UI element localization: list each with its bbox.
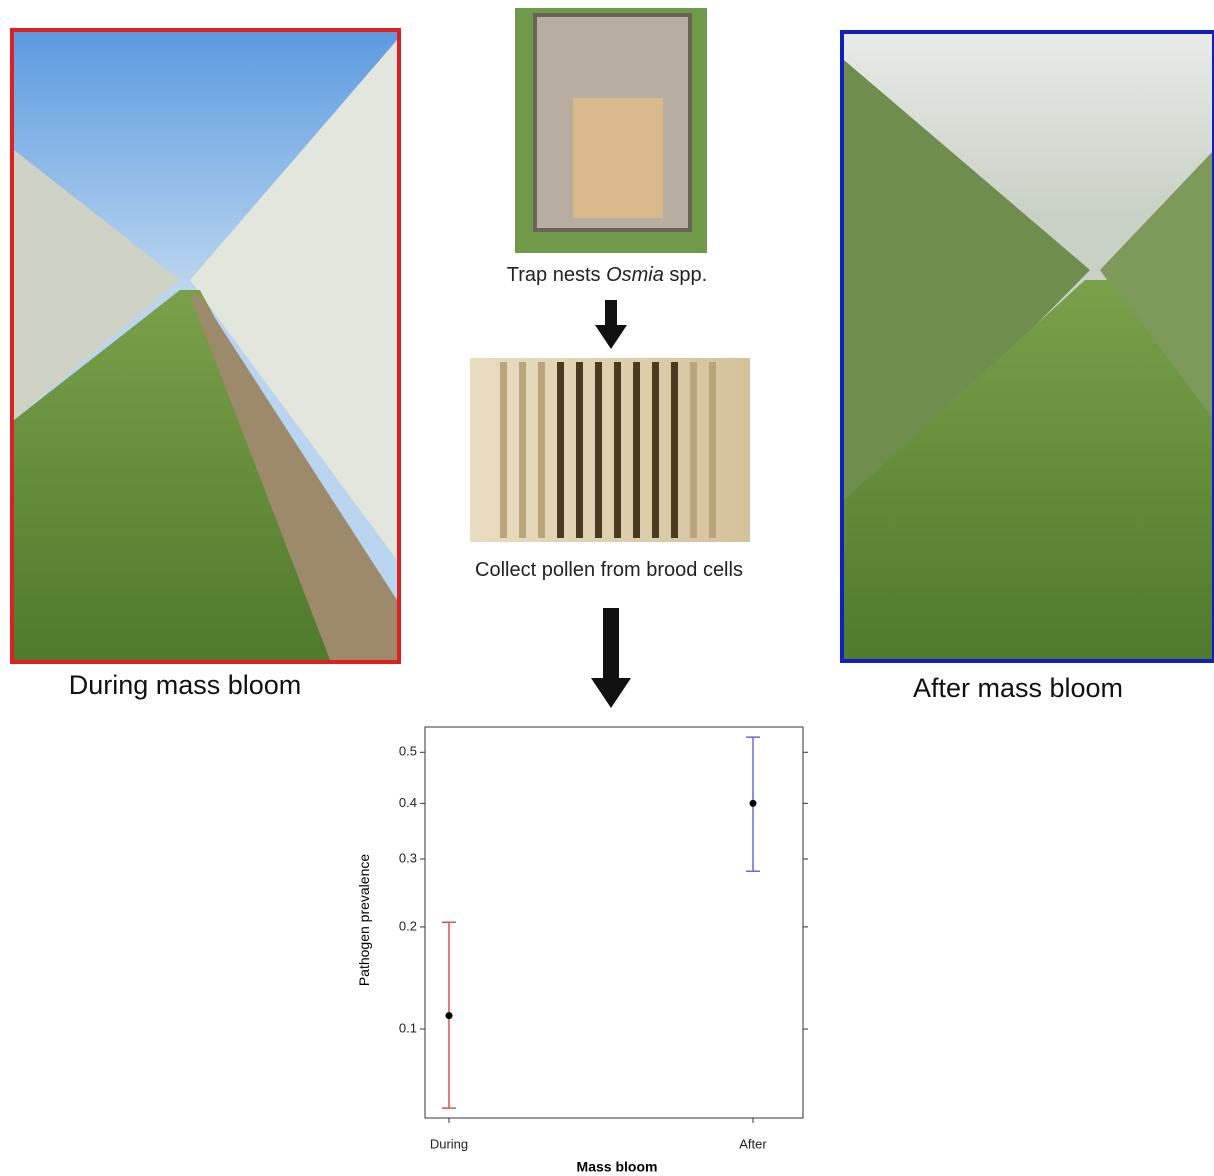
x-tick-label: During xyxy=(430,1136,468,1151)
slat-shadow xyxy=(671,362,678,538)
plot-frame xyxy=(425,727,803,1118)
caption: During mass bloom xyxy=(69,670,302,700)
point xyxy=(446,1012,453,1019)
slat-shadow xyxy=(557,362,564,538)
slat-shadow xyxy=(500,362,507,538)
slat-shadow xyxy=(538,362,545,538)
photo-during xyxy=(12,30,399,662)
y-axis-label: Pathogen prevalence xyxy=(356,854,372,987)
photo-trap xyxy=(515,8,707,253)
arrow xyxy=(591,608,631,708)
caption-part: spp. xyxy=(664,264,707,286)
caption: Trap nests Osmia spp. xyxy=(507,264,707,286)
slat-shadow xyxy=(519,362,526,538)
figure: During mass bloom After mass bloom Trap … xyxy=(0,0,1214,1176)
slat-shadow xyxy=(614,362,621,538)
y-tick-label: 0.5 xyxy=(399,744,417,759)
slat-shadow xyxy=(652,362,659,538)
caption: After mass bloom xyxy=(913,673,1123,703)
point xyxy=(750,800,757,807)
arrow xyxy=(595,300,627,349)
y-tick-label: 0.2 xyxy=(399,918,417,933)
y-tick-label: 0.3 xyxy=(399,850,417,865)
x-tick-label: After xyxy=(739,1136,767,1151)
y-tick-label: 0.4 xyxy=(399,795,417,810)
slat-shadow xyxy=(595,362,602,538)
photo-brood-cells xyxy=(470,358,750,542)
y-tick-label: 0.1 xyxy=(399,1021,417,1036)
slat-shadow xyxy=(709,362,716,538)
caption: Collect pollen from brood cells xyxy=(475,559,743,581)
slat-shadow xyxy=(633,362,640,538)
slat-shadow xyxy=(576,362,583,538)
caption-part: Trap nests xyxy=(507,264,606,286)
slat-shadow xyxy=(690,362,697,538)
photo-after xyxy=(842,32,1214,661)
x-axis-label: Mass bloom xyxy=(577,1159,658,1175)
caption-part: Osmia xyxy=(606,264,664,286)
